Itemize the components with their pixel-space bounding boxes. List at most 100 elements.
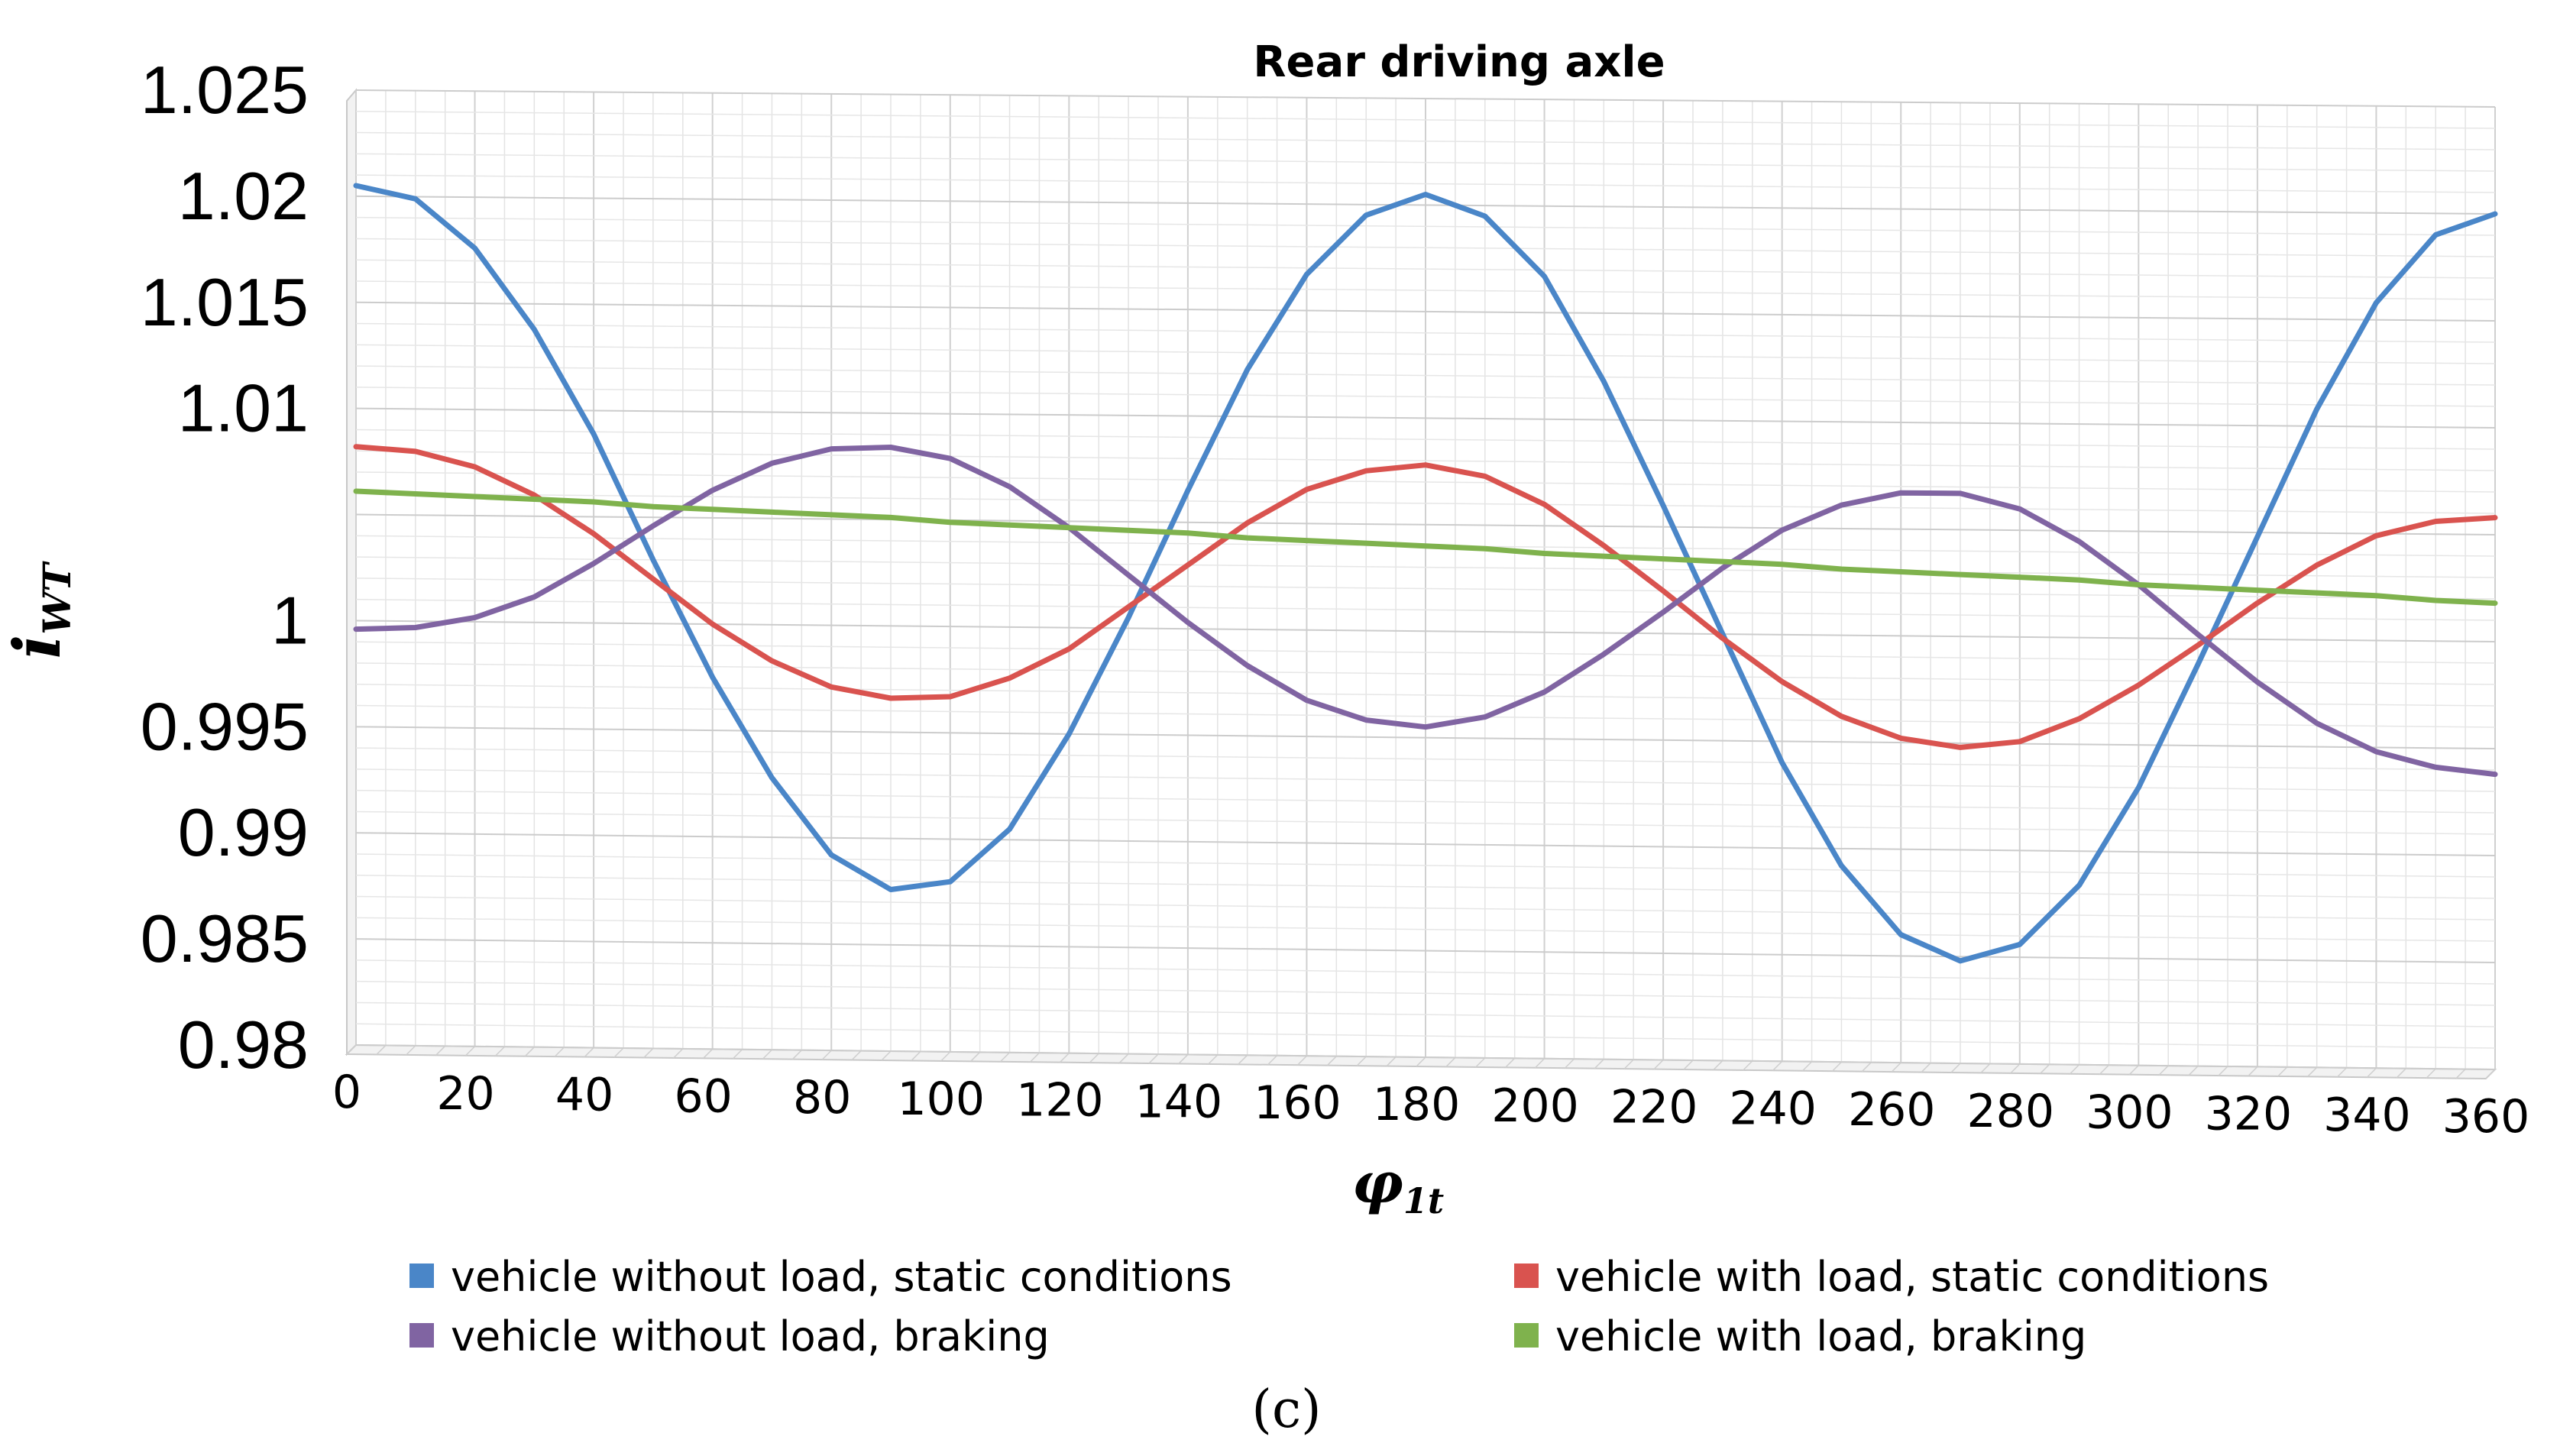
grid-line-floor (1089, 1053, 1099, 1063)
grid-line-floor (554, 1047, 565, 1057)
y-axis-label-main: i (0, 635, 75, 659)
x-tick-label: 360 (2442, 1090, 2530, 1144)
grid-line-floor (1861, 1062, 1872, 1073)
grid-line-horizontal (355, 238, 2496, 257)
grid-line-floor (2455, 1069, 2466, 1079)
y-tick-label: 1.01 (178, 370, 309, 446)
grid-line-horizontal (355, 980, 2496, 1006)
grid-line-floor (1416, 1056, 1426, 1067)
grid-line-floor (1683, 1060, 1694, 1070)
grid-line-floor (1505, 1057, 1516, 1068)
grid-line-floor (1564, 1058, 1575, 1069)
x-axis-label: φ1t (1352, 1150, 1444, 1221)
grid-line-floor (1356, 1056, 1367, 1066)
grid-line-floor (1267, 1055, 1278, 1066)
grid-line-floor (881, 1050, 892, 1061)
grid-line-floor (791, 1050, 802, 1060)
grid-line-horizontal (355, 1001, 2496, 1027)
grid-line-floor (911, 1050, 921, 1061)
legend-label-series-1: vehicle without load, static conditions (451, 1253, 1232, 1301)
grid-line-floor (494, 1046, 505, 1056)
grid-line-horizontal (355, 938, 2496, 963)
grid-line-horizontal (355, 407, 2496, 429)
legend-item: vehicle without load, braking (409, 1312, 1050, 1361)
x-tick-label: 340 (2323, 1089, 2411, 1142)
x-tick-label: 140 (1135, 1075, 1223, 1128)
grid-line-floor (465, 1046, 476, 1056)
grid-line-floor (1713, 1060, 1723, 1070)
grid-line-floor (2248, 1066, 2258, 1076)
grid-line-floor (2128, 1065, 2139, 1076)
grid-line-horizontal (355, 322, 2496, 343)
y-tick-label: 1 (271, 582, 309, 658)
grid-line-floor (1623, 1059, 1634, 1069)
grid-line-floor (376, 1044, 387, 1055)
grid-line-floor (851, 1050, 862, 1061)
grid-line-floor (2277, 1066, 2288, 1077)
legend-swatch-series-3 (409, 1323, 434, 1348)
plot-side-wall (346, 88, 357, 1056)
grid-line-horizontal (355, 153, 2496, 172)
grid-line-horizontal (355, 875, 2496, 899)
x-tick-label: 260 (1848, 1083, 1936, 1137)
grid-line-horizontal (355, 365, 2496, 386)
x-tick-label: 320 (2205, 1087, 2293, 1141)
chart-title: Rear driving axle (1253, 37, 1665, 87)
grid-line-floor (1950, 1063, 1961, 1073)
grid-line-horizontal (355, 853, 2496, 878)
grid-line-horizontal (355, 598, 2496, 621)
grid-line-floor (1208, 1054, 1219, 1065)
y-axis-label: iWT (0, 561, 79, 659)
x-tick-label: 80 (793, 1071, 851, 1124)
y-tick-label: 0.99 (178, 794, 309, 870)
grid-line-horizontal (355, 131, 2496, 150)
grid-line-floor (2396, 1068, 2406, 1079)
series-line-2 (353, 444, 2498, 750)
grid-line-floor (346, 1044, 357, 1055)
grid-line-floor (1118, 1053, 1129, 1064)
grid-line-horizontal (355, 789, 2496, 814)
grid-line-floor (821, 1050, 832, 1060)
legend-item: vehicle without load, static conditions (409, 1253, 1232, 1301)
x-tick-label: 60 (674, 1069, 732, 1123)
grid-line-floor (1029, 1052, 1040, 1063)
x-tick-label: 200 (1491, 1079, 1579, 1133)
grid-line-horizontal (355, 578, 2496, 600)
grid-line-horizontal (355, 1023, 2496, 1049)
grid-line-horizontal (355, 895, 2496, 921)
grid-line-floor (1238, 1054, 1248, 1065)
grid-line-floor (1000, 1052, 1011, 1063)
grid-line-floor (1148, 1053, 1159, 1064)
grid-line-floor (524, 1047, 535, 1057)
y-tick-label: 1.025 (141, 52, 309, 128)
grid-line-horizontal (355, 917, 2496, 942)
figure-caption: (c) (1251, 1380, 1321, 1440)
x-axis-ticks: 0 20 40 60 80 100 120 140 160 180 200 220 240 260 280 3… (332, 1066, 2529, 1144)
legend-label-series-3: vehicle without load, braking (451, 1312, 1050, 1361)
legend-swatch-series-4 (1514, 1323, 1539, 1348)
y-axis-label-sub: WT (34, 561, 79, 635)
grid-line-floor (970, 1051, 981, 1062)
y-tick-label: 0.995 (141, 688, 309, 764)
grid-line-floor (1059, 1053, 1070, 1063)
grid-line-floor (733, 1049, 743, 1060)
grid-line-horizontal (355, 450, 2496, 471)
grid-line-floor (643, 1047, 654, 1058)
grid-line-horizontal (355, 811, 2496, 835)
series-line-4 (353, 488, 2498, 607)
grid-line-horizontal (355, 174, 2496, 193)
grid-line-floor (2426, 1068, 2436, 1079)
legend-item: vehicle with load, static conditions (1514, 1253, 2269, 1301)
x-tick-label: 20 (436, 1067, 494, 1121)
grid-line-floor (2307, 1066, 2318, 1077)
grid-line-floor (1743, 1060, 1753, 1071)
x-tick-label: 0 (332, 1066, 361, 1119)
x-tick-label: 240 (1729, 1082, 1817, 1135)
grid-line-floor (1921, 1063, 1931, 1073)
grid-line-horizontal (355, 726, 2496, 749)
grid-line-horizontal (355, 471, 2496, 493)
grid-line-horizontal (355, 89, 2496, 108)
grid-line-floor (2218, 1066, 2228, 1076)
grid-line-horizontal (355, 344, 2496, 364)
